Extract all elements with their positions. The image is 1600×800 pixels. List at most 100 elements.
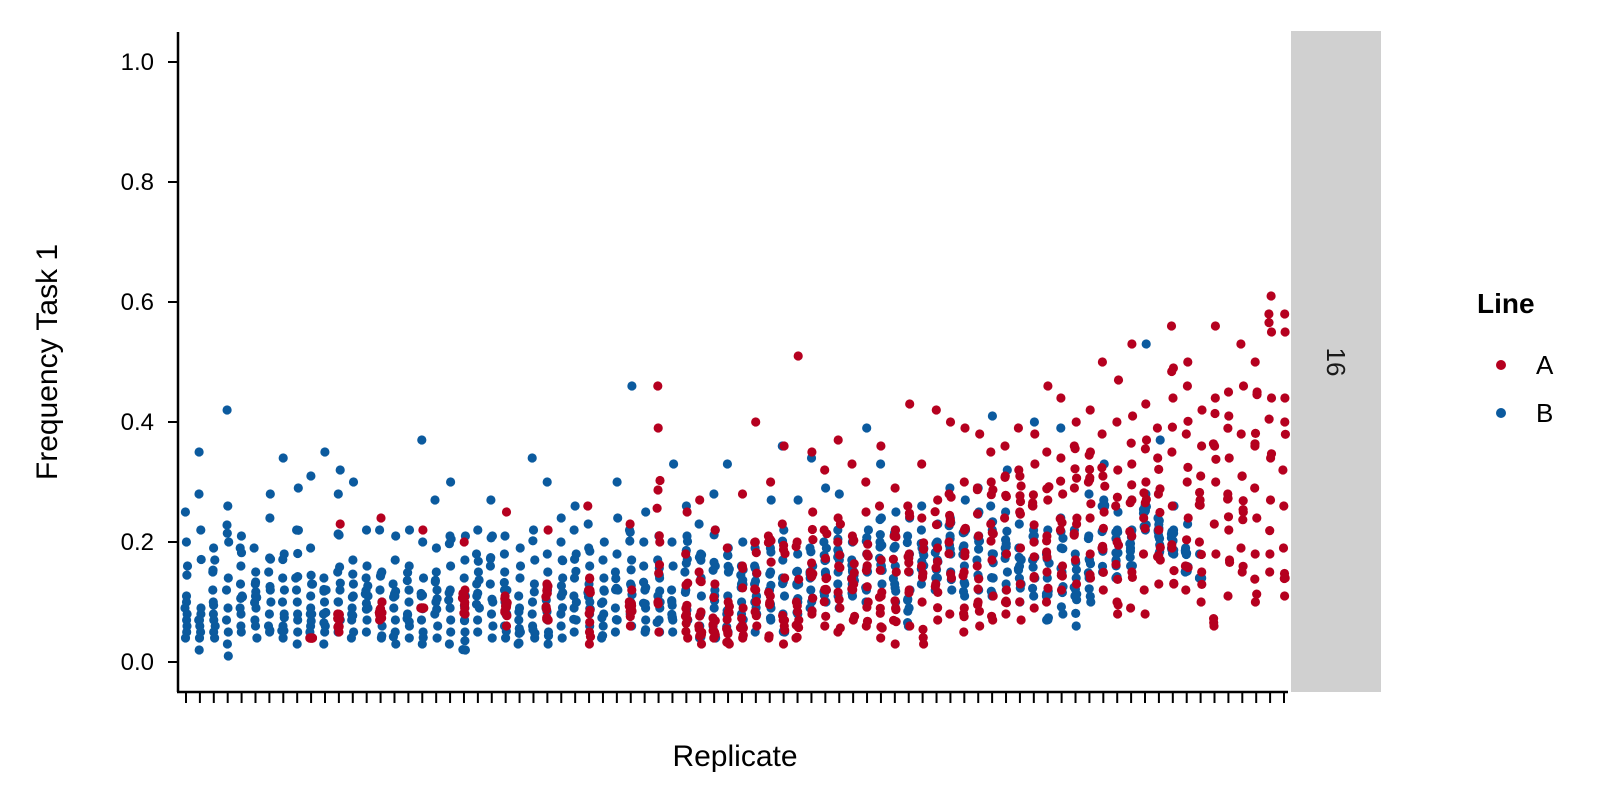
point-b (514, 607, 524, 617)
point-b (235, 579, 246, 589)
point-b (446, 477, 456, 487)
point-b (1013, 565, 1024, 575)
point-a (1155, 507, 1165, 518)
point-a (1224, 453, 1234, 463)
point-a (822, 529, 832, 539)
point-a (751, 417, 761, 427)
point-b (486, 609, 497, 619)
point-a (1086, 499, 1096, 509)
point-a (1169, 578, 1179, 589)
point-b (514, 638, 524, 648)
point-a (1279, 573, 1289, 584)
point-a (987, 555, 997, 565)
point-b (236, 548, 247, 558)
point-b (335, 585, 345, 595)
point-a (542, 604, 552, 615)
y-axis-title: Frequency Task 1 (31, 244, 64, 480)
point-b (180, 507, 190, 517)
point-a (694, 624, 704, 634)
point-a (1015, 597, 1025, 607)
x-axis-title: Replicate (672, 740, 797, 773)
point-b (1029, 591, 1039, 601)
point-a (876, 555, 886, 565)
point-b (391, 531, 401, 541)
point-a (1027, 501, 1037, 511)
point-b (627, 381, 637, 391)
point-b (194, 489, 204, 499)
point-b (403, 610, 413, 620)
point-a (960, 551, 970, 561)
point-b (306, 543, 316, 553)
point-b (278, 573, 288, 583)
point-a (959, 477, 969, 487)
point-a (1238, 515, 1248, 525)
point-a (1208, 439, 1218, 449)
point-b (432, 633, 442, 643)
point-a (1100, 481, 1110, 491)
point-a (877, 623, 887, 633)
point-a (1223, 591, 1233, 601)
point-a (501, 621, 512, 631)
facet-strip: 16 (1291, 31, 1381, 692)
point-b (251, 577, 261, 587)
point-a (653, 485, 663, 495)
point-a (1072, 473, 1082, 483)
point-b (346, 633, 356, 643)
point-a (986, 536, 996, 546)
point-b (431, 567, 441, 577)
y-tick-label: 0.2 (121, 529, 154, 556)
point-b (278, 453, 288, 463)
point-b (557, 633, 567, 643)
point-a (1085, 405, 1095, 415)
point-b (223, 627, 233, 637)
point-a (778, 610, 788, 621)
point-b (181, 537, 191, 547)
point-a (1225, 557, 1235, 568)
point-b (265, 625, 275, 636)
point-b (459, 616, 470, 626)
point-b (1014, 519, 1024, 529)
point-a (502, 611, 512, 621)
point-b (249, 543, 259, 553)
x-axis-ticks (185, 692, 1285, 703)
point-a (986, 477, 996, 487)
point-a (1141, 399, 1151, 409)
point-a (1197, 405, 1207, 415)
point-b (265, 513, 275, 523)
point-a (1236, 429, 1246, 439)
point-a (1085, 513, 1095, 523)
point-a (1043, 495, 1053, 505)
point-b (667, 585, 677, 595)
point-b (293, 548, 303, 559)
point-b (236, 531, 246, 541)
point-b (460, 555, 470, 565)
point-b (1002, 567, 1013, 577)
point-a (1084, 450, 1094, 460)
point-a (959, 627, 969, 637)
point-b (403, 568, 413, 578)
point-a (654, 568, 664, 578)
point-b (319, 586, 329, 596)
point-b (500, 531, 510, 541)
point-a (1029, 571, 1039, 582)
point-a (861, 477, 871, 487)
point-b (793, 549, 803, 559)
point-a (919, 538, 929, 548)
point-a (946, 492, 956, 502)
point-a (1169, 566, 1179, 576)
point-a (1266, 291, 1276, 301)
point-b (196, 525, 206, 535)
point-a (1029, 552, 1039, 562)
point-a (584, 609, 594, 619)
point-b (722, 459, 733, 469)
point-a (1183, 416, 1193, 426)
point-b (500, 567, 510, 577)
point-b (471, 549, 482, 559)
point-b (877, 540, 887, 550)
point-b (348, 477, 359, 487)
point-a (890, 483, 900, 493)
point-b (1071, 565, 1081, 575)
point-a (905, 621, 915, 631)
point-a (835, 550, 845, 560)
point-b (432, 604, 442, 614)
